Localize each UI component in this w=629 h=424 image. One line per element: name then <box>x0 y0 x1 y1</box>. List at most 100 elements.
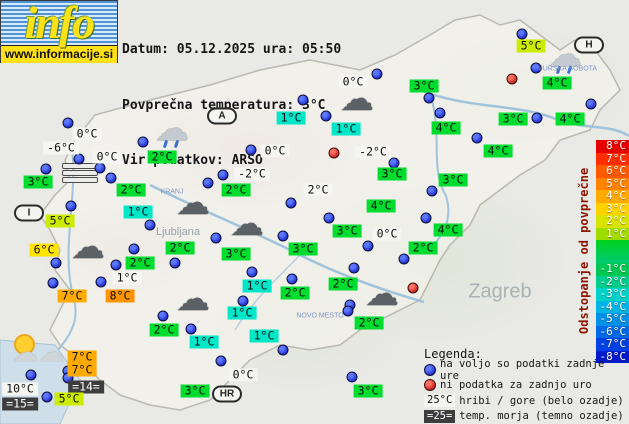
city-label: Ljubljana <box>155 226 201 238</box>
station-dot-data <box>434 107 446 119</box>
country-marker-a: A <box>207 107 237 125</box>
station-dot-data <box>471 132 483 144</box>
station-dot-data <box>110 259 122 271</box>
station-dot-data <box>65 200 77 212</box>
station-dot-nodata <box>328 147 340 159</box>
temp-label: 1°C <box>123 205 153 219</box>
city-label: MURSKA SOBOTA <box>536 65 598 73</box>
temp-label: 4°C <box>433 223 463 237</box>
temp-label: -2°C <box>355 145 391 159</box>
temp-label: 1°C <box>227 306 257 320</box>
country-marker-hr: HR <box>212 385 242 403</box>
station-dot-data <box>50 257 62 269</box>
station-dot-data <box>286 273 298 285</box>
station-dot-data <box>585 98 597 110</box>
temp-label: 2°C <box>149 323 179 337</box>
logo-stripes: info <box>1 0 117 46</box>
station-dot-data <box>245 144 257 156</box>
scale-entry: 1°C <box>596 227 629 240</box>
legend-items: na voljo so podatki zadnje ure ni podatka… <box>424 358 629 424</box>
temp-label: 2°C <box>303 183 333 197</box>
station-dot-data <box>285 197 297 209</box>
station-dot-data <box>95 276 107 288</box>
station-dot-data <box>246 266 258 278</box>
station-dot-data <box>94 162 106 174</box>
station-dot-data <box>277 230 289 242</box>
temp-label: -2°C <box>234 167 270 181</box>
city-label: KRANJ <box>160 188 184 196</box>
temp-label: =14= <box>68 380 104 394</box>
logo[interactable]: info www.informacije.si <box>0 0 118 63</box>
temp-label: 0°C <box>92 150 122 164</box>
scale-entry: 7°C <box>596 152 629 165</box>
temp-label: 6°C <box>29 243 59 257</box>
scale-entry: -8°C <box>596 350 629 363</box>
temp-label: -6°C <box>43 141 79 155</box>
station-dot-nodata <box>506 73 518 85</box>
scale-entry: 5°C <box>596 177 629 190</box>
temp-label: 5°C <box>45 214 75 228</box>
temp-label: 3°C <box>180 384 210 398</box>
station-dot-data <box>128 243 140 255</box>
station-dot-data <box>323 212 335 224</box>
legend-item: ni podatka za zadnjo uro <box>424 378 629 394</box>
scale-entry: -7°C <box>596 337 629 351</box>
station-dot-data <box>144 219 156 231</box>
temp-label: 0°C <box>72 127 102 141</box>
station-dot-data <box>47 277 59 289</box>
station-dot-data <box>371 68 383 80</box>
temp-label: 5°C <box>516 39 546 53</box>
temp-label: 3°C <box>409 79 439 93</box>
station-dot-data <box>217 169 229 181</box>
temp-label: 8°C <box>105 289 135 303</box>
temp-label: 3°C <box>23 175 53 189</box>
station-dot-data <box>40 163 52 175</box>
temp-label: 4°C <box>555 112 585 126</box>
temp-label: 0°C <box>372 227 402 241</box>
station-dot-data <box>346 371 358 383</box>
temp-label: 3°C <box>332 224 362 238</box>
temp-label: 4°C <box>366 199 396 213</box>
station-dot-data <box>531 112 543 124</box>
temp-label: 2°C <box>116 183 146 197</box>
scale-entry: 6°C <box>596 164 629 178</box>
station-dot-data <box>215 355 227 367</box>
temp-label: 0°C <box>228 368 258 382</box>
station-dot-data <box>348 262 360 274</box>
station-dot-data <box>530 62 542 74</box>
station-dot-data <box>398 253 410 265</box>
temp-label: 2°C <box>125 256 155 270</box>
temp-label: 4°C <box>431 121 461 135</box>
station-dot-data <box>320 110 332 122</box>
fog-icon <box>62 162 98 184</box>
temp-label: 3°C <box>438 173 468 187</box>
station-dot-data <box>297 94 309 106</box>
temp-label: 2°C <box>408 241 438 255</box>
scale-zero-band <box>596 240 629 263</box>
temp-label: 2°C <box>165 241 195 255</box>
station-dot-data <box>210 232 222 244</box>
scale-entry: 8°C <box>596 139 629 153</box>
station-dot-data <box>169 257 181 269</box>
cloud-dark-icon: ☁ <box>176 279 210 319</box>
logo-url-link[interactable]: www.informacije.si <box>1 45 117 63</box>
legend-item-text: hribi / gore (belo ozadje) <box>459 394 624 407</box>
temp-label: 5°C <box>54 392 84 406</box>
dot-red-icon <box>424 379 436 392</box>
temp-label: 3°C <box>377 167 407 181</box>
temp-label: 2°C <box>221 183 251 197</box>
temp-label: 1°C <box>242 279 272 293</box>
dot-blue-icon <box>424 363 436 376</box>
scale-title: Odstopanje od povprečne temperature: <box>577 167 611 335</box>
station-dot-data <box>185 323 197 335</box>
cloud-dark-icon: ☁ <box>340 79 374 119</box>
legend-item-text: na voljo so podatki zadnje ure <box>440 357 605 382</box>
scale-entry: -3°C <box>596 287 629 301</box>
cloud-dark-icon: ☁ <box>230 204 264 244</box>
station-dot-data <box>423 92 435 104</box>
legend-item-text: temp. morja (temno ozadje) <box>459 410 624 423</box>
scale-entry: -5°C <box>596 312 629 326</box>
country-marker-h: H <box>574 36 604 54</box>
cloud-dark-icon: ☁ <box>365 274 399 314</box>
